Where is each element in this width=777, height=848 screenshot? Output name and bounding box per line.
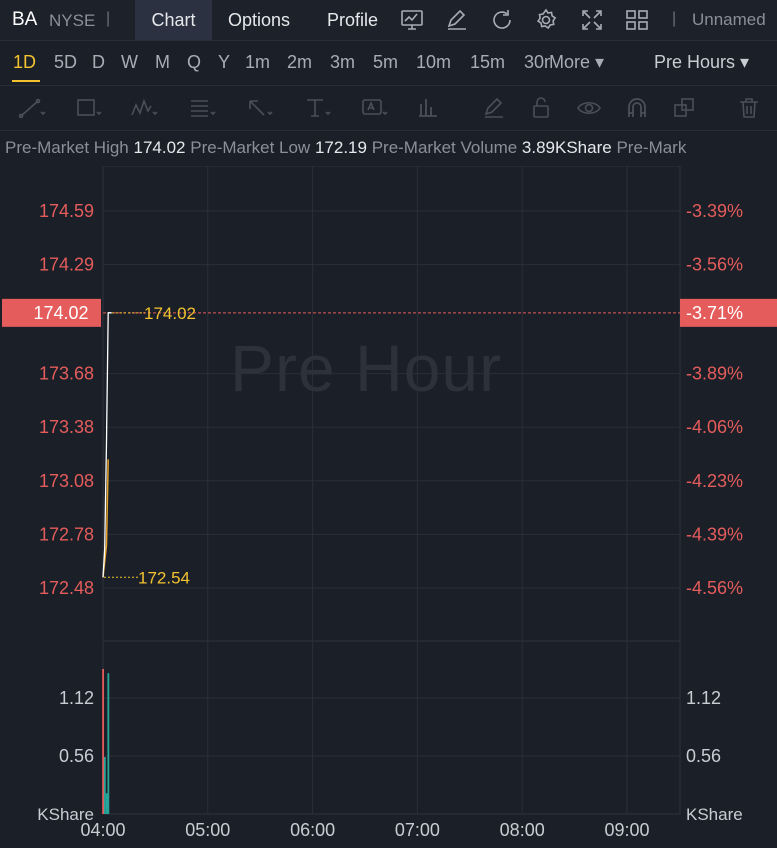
- last-price-badge-text: 174.02: [33, 303, 88, 323]
- premarket-high-value: 174.02: [133, 138, 186, 157]
- period-selector: 1D 5D D W M Q Y 1m 2m 3m 5m 10m 15m 30 m …: [0, 41, 777, 86]
- last-percent-badge: [680, 298, 777, 327]
- low-marker-label: 172.54: [138, 568, 190, 587]
- percent-tick-label: -4.23%: [686, 471, 743, 491]
- price-tick-label: 172.78: [39, 524, 94, 544]
- session-dropdown[interactable]: Pre Hours ▾: [654, 52, 750, 72]
- volume-bar: [102, 669, 104, 814]
- lock-icon[interactable]: [528, 95, 556, 121]
- settings-gear-icon[interactable]: [533, 7, 559, 33]
- separator: |: [672, 10, 677, 27]
- high-marker-label: 174.02: [144, 304, 196, 323]
- grid-layout-icon[interactable]: [624, 7, 650, 33]
- x-tick-label: 06:00: [290, 820, 335, 840]
- chart-frame: [102, 166, 681, 815]
- period-5d[interactable]: 5D: [54, 52, 78, 72]
- indicator-chart-icon[interactable]: [399, 7, 425, 33]
- price-chart[interactable]: 04:00 05:00 06:00 07:00 08:00 09:00 174.59 -3.3…: [0, 166, 777, 848]
- active-period-underline: [12, 80, 40, 82]
- period-2m[interactable]: 2m: [287, 52, 313, 72]
- price-line: [102, 312, 112, 578]
- text-annotation-icon[interactable]: [360, 95, 388, 121]
- premarket-volume-label: Pre-Market Volume: [371, 138, 518, 157]
- rectangle-icon[interactable]: [74, 95, 102, 121]
- x-tick-label: 07:00: [395, 820, 440, 840]
- top-toolbar: BA NYSE | Chart Options Profile | Unname…: [0, 0, 777, 41]
- period-m[interactable]: M: [155, 52, 170, 72]
- price-tick-label: 173.08: [39, 471, 94, 491]
- price-tick-label: 174.59: [39, 201, 94, 221]
- percent-tick-label: -3.89%: [686, 364, 743, 384]
- volume-bar: [103, 757, 106, 814]
- percent-tick-label: -4.06%: [686, 417, 743, 437]
- premarket-low-value: 172.19: [314, 138, 367, 157]
- period-d[interactable]: D: [92, 52, 105, 72]
- refresh-icon[interactable]: [489, 7, 515, 33]
- volume-unit-left: KShare: [37, 805, 94, 824]
- period-30m[interactable]: 30m: [524, 52, 550, 72]
- layers-icon[interactable]: [672, 95, 700, 121]
- price-tick-label: 173.38: [39, 417, 94, 437]
- tab-label: Chart: [151, 10, 196, 30]
- volume-tick-label: 0.56: [59, 746, 94, 766]
- period-5m[interactable]: 5m: [373, 52, 399, 72]
- separator: |: [106, 10, 111, 27]
- period-1m[interactable]: 1m: [245, 52, 271, 72]
- measure-icon[interactable]: [303, 95, 331, 121]
- magnet-icon[interactable]: [624, 95, 652, 121]
- volume-tick-label: 0.56: [686, 746, 721, 766]
- layout-name[interactable]: Unnamed: [692, 10, 766, 29]
- price-tick-label: 172.48: [39, 578, 94, 598]
- volume-unit-right: KShare: [686, 805, 743, 824]
- price-tick-label: 174.29: [39, 255, 94, 275]
- x-tick-label: 09:00: [604, 820, 649, 840]
- tab-label: Profile: [327, 10, 379, 30]
- bar-pattern-icon[interactable]: [416, 95, 444, 121]
- drawing-toolbar: [0, 86, 777, 131]
- volume-bar: [105, 793, 108, 814]
- period-y[interactable]: Y: [218, 52, 231, 72]
- period-1d[interactable]: 1D: [13, 52, 37, 72]
- period-q[interactable]: Q: [187, 52, 202, 72]
- fibonacci-icon[interactable]: [188, 95, 216, 121]
- arrow-icon[interactable]: [245, 95, 273, 121]
- percent-tick-label: -3.39%: [686, 201, 743, 221]
- pattern-icon[interactable]: [130, 95, 158, 121]
- period-w[interactable]: W: [121, 52, 138, 72]
- volume-tick-label: 1.12: [686, 688, 721, 708]
- brush-icon[interactable]: [481, 95, 509, 121]
- premarket-low-label: Pre-Market Low: [190, 138, 311, 157]
- premarket-volume-value: 3.89KShare: [521, 138, 612, 157]
- tab-options[interactable]: Options: [214, 0, 304, 40]
- premarket-high-label: Pre-Market High: [5, 138, 129, 157]
- more-periods-dropdown[interactable]: More ▾: [549, 52, 605, 72]
- period-15m[interactable]: 15m: [470, 52, 506, 72]
- x-tick-label: 05:00: [185, 820, 230, 840]
- x-tick-label: 04:00: [80, 820, 125, 840]
- period-10m[interactable]: 10m: [416, 52, 452, 72]
- premarket-trailing-label: Pre-Mark: [616, 138, 687, 157]
- edit-pencil-icon[interactable]: [444, 7, 470, 33]
- fullscreen-icon[interactable]: [579, 7, 605, 33]
- percent-tick-label: -3.56%: [686, 255, 743, 275]
- trend-line-icon[interactable]: [18, 95, 46, 121]
- period-3m[interactable]: 3m: [330, 52, 356, 72]
- percent-tick-label: -4.56%: [686, 578, 743, 598]
- volume-tick-label: 1.12: [59, 688, 94, 708]
- x-tick-label: 08:00: [500, 820, 545, 840]
- last-price-badge: [2, 298, 101, 327]
- percent-tick-label: -4.39%: [686, 524, 743, 544]
- price-tick-label: 173.68: [39, 364, 94, 384]
- trash-icon[interactable]: [736, 95, 764, 121]
- eye-icon[interactable]: [576, 95, 604, 121]
- exchange-label: NYSE: [49, 11, 96, 30]
- tab-label: Options: [228, 10, 291, 30]
- pre-market-summary: Pre-Market High 174.02 Pre-Market Low 17…: [0, 131, 777, 165]
- session-watermark: Pre Hour: [230, 331, 503, 405]
- last-percent-badge-text: -3.71%: [686, 303, 743, 323]
- volume-bar: [107, 673, 110, 814]
- tab-profile[interactable]: Profile: [313, 0, 392, 40]
- tab-chart[interactable]: Chart: [135, 0, 212, 40]
- ticker-symbol[interactable]: BA: [12, 9, 38, 30]
